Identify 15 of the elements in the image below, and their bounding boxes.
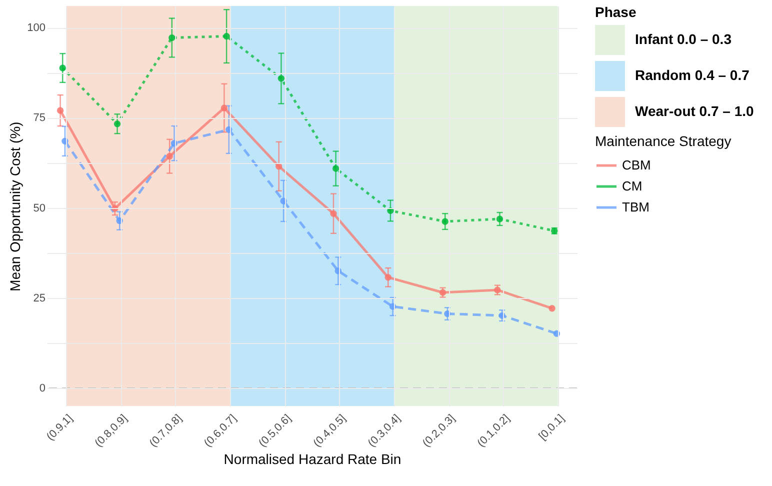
legend-title: Maintenance Strategy [595,133,732,149]
legend-label: CM [622,178,642,194]
y-axis-title: Mean Opportunity Cost (%) [7,122,24,292]
y-tick-label: 100 [27,22,46,34]
text: Random 0.4 – 0.7 [635,67,750,83]
text: Phase [595,4,636,20]
x-axis-title: Normalised Hazard Rate Bin [224,450,402,467]
legend-label: CBM [622,158,651,172]
text: Wear-out 0.7 – 1.0 [635,103,754,119]
y-tick-label: 0 [39,382,46,394]
y-tick-label: 25 [33,292,46,304]
y-tick-label: 75 [33,112,46,124]
legend-label: TBM [622,200,650,214]
text: Infant 0.0 – 0.3 [635,31,732,47]
y-tick-label: 50 [33,202,46,214]
